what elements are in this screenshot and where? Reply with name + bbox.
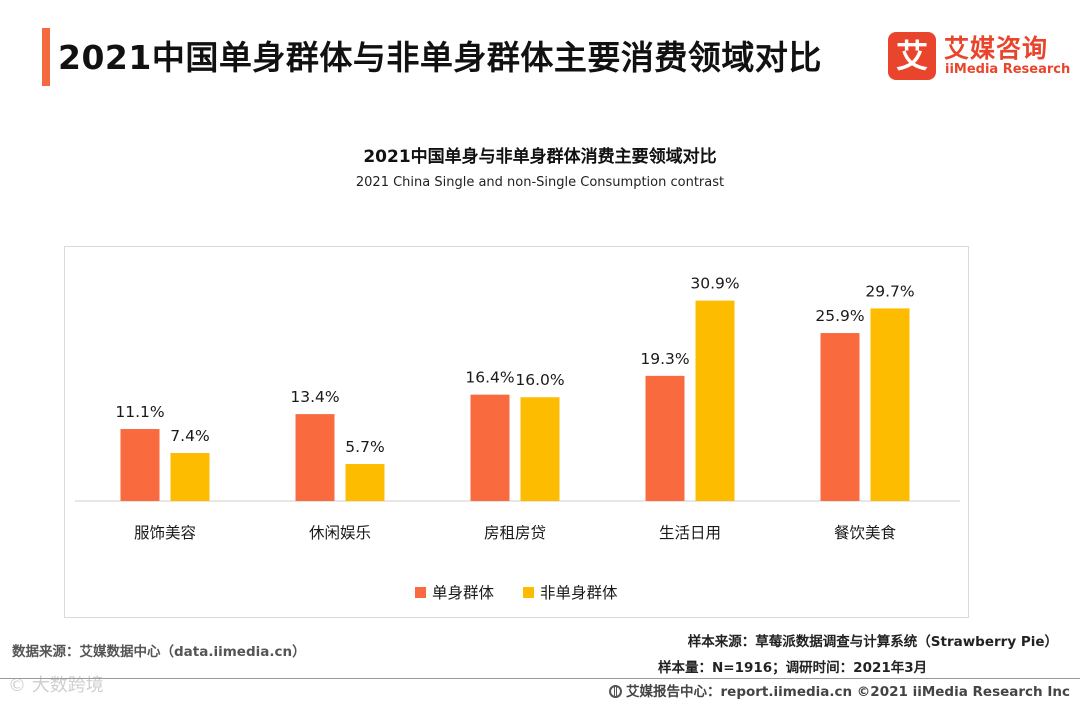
data-source: 数据来源：艾媒数据中心（data.iimedia.cn） — [12, 644, 306, 660]
x-tick-label-3: 生活日用 — [659, 524, 721, 542]
x-tick-label-0: 服饰美容 — [134, 524, 196, 542]
chart-subtitle: 2021 China Single and non-Single Consump… — [355, 175, 725, 190]
data-label-non-single-2: 16.0% — [515, 371, 564, 389]
globe-icon — [609, 685, 622, 698]
data-label-non-single-1: 5.7% — [345, 438, 384, 456]
logo-name-en: iiMedia Research — [945, 62, 1071, 77]
sample-source: 样本来源：草莓派数据调查与计算系统（Strawberry Pie） — [687, 634, 1058, 650]
report-center-text: 艾媒报告中心：report.iimedia.cn ©2021 iiMedia R… — [626, 684, 1070, 700]
chart-title: 2021中国单身与非单身群体消费主要领域对比 — [363, 147, 717, 167]
bar-single-0 — [120, 429, 160, 501]
data-label-single-3: 19.3% — [640, 350, 689, 368]
footer-divider — [0, 678, 1080, 679]
bar-single-3 — [645, 375, 685, 501]
x-tick-label-1: 休闲娱乐 — [309, 524, 371, 542]
bar-single-1 — [295, 414, 335, 501]
logo-mark-icon: 艾 — [888, 32, 936, 80]
bar-non-single-0 — [170, 453, 210, 501]
chart-container: 11.1% 7.4% 服饰美容 13.4% 5.7% 休闲娱乐 16.4% 16.0% 房租房贷… — [64, 246, 969, 618]
report-center: 艾媒报告中心：report.iimedia.cn ©2021 iiMedia R… — [609, 680, 1070, 700]
bar-single-2 — [470, 394, 510, 501]
bar-single-4 — [820, 333, 860, 501]
iimedia-logo: 艾 艾媒咨询 iiMedia Research — [888, 32, 1071, 80]
bar-non-single-3 — [695, 300, 735, 501]
page-title: 2021中国单身群体与非单身群体主要消费领域对比 — [58, 38, 822, 77]
data-label-single-1: 13.4% — [290, 388, 339, 406]
title-accent-bar — [42, 28, 50, 86]
x-tick-label-2: 房租房贷 — [484, 524, 546, 542]
data-label-single-4: 25.9% — [815, 307, 864, 325]
legend-swatch-single — [415, 587, 426, 598]
data-label-single-2: 16.4% — [465, 369, 514, 387]
data-label-non-single-3: 30.9% — [690, 275, 739, 293]
x-tick-label-4: 餐饮美食 — [834, 524, 897, 542]
bar-non-single-1 — [345, 464, 385, 501]
bar-non-single-4 — [870, 308, 910, 501]
legend-swatch-non-single — [523, 587, 534, 598]
legend-label-non-single: 非单身群体 — [540, 584, 618, 602]
data-label-non-single-4: 29.7% — [865, 282, 914, 300]
sample-size: 样本量：N=1916；调研时间：2021年3月 — [658, 660, 928, 676]
bar-chart: 11.1% 7.4% 服饰美容 13.4% 5.7% 休闲娱乐 16.4% 16.0% 房租房贷… — [75, 275, 960, 602]
data-label-single-0: 11.1% — [115, 403, 164, 421]
logo-name-cn: 艾媒咨询 — [944, 34, 1049, 63]
data-label-non-single-0: 7.4% — [170, 427, 209, 445]
watermark: © 大数跨境 — [8, 675, 104, 696]
bar-non-single-2 — [520, 397, 560, 501]
legend-label-single: 单身群体 — [432, 584, 495, 602]
